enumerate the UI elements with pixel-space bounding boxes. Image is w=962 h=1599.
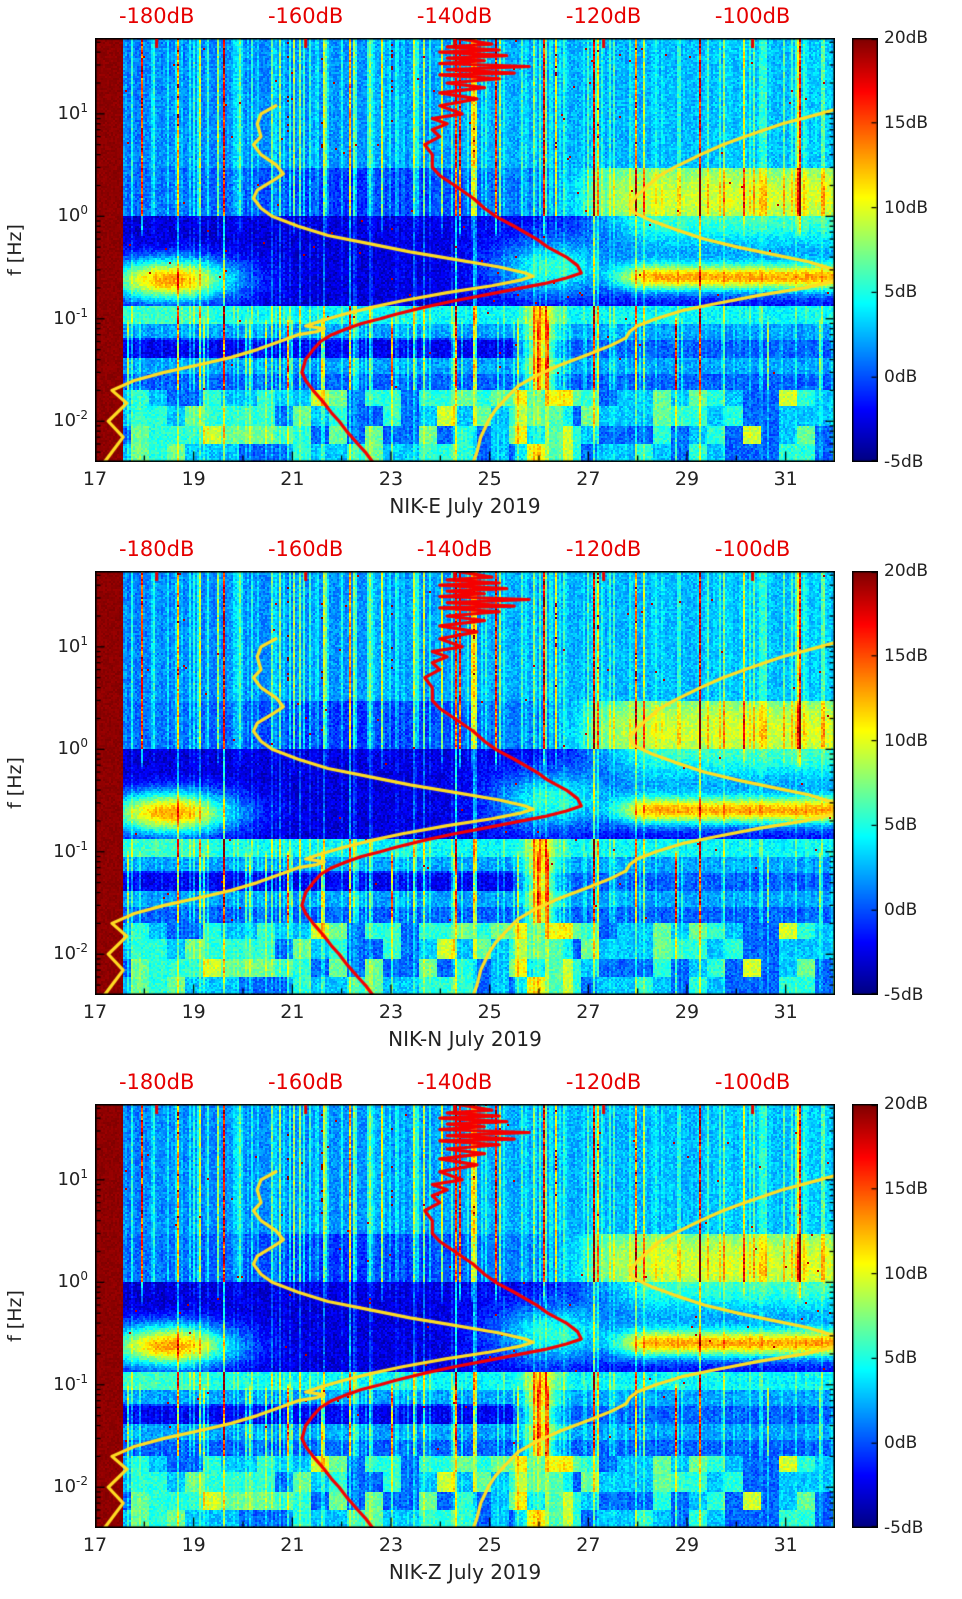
colorbar-canvas — [852, 571, 878, 995]
panel-title: NIK-N July 2019 — [388, 1027, 542, 1051]
x-axis-tick-label: 25 — [477, 468, 502, 490]
panel-title: NIK-E July 2019 — [389, 494, 541, 518]
db-axis-tick-label: -180dB — [118, 537, 195, 561]
x-axis-tick-label: 27 — [576, 1001, 601, 1023]
x-axis-tick-label: 29 — [674, 468, 700, 490]
y-tick-label: 10-2 — [53, 1474, 88, 1498]
colorbar-tick-label: 10dB — [884, 1263, 929, 1284]
x-axis-tick-label: 25 — [477, 1001, 502, 1023]
db-axis-tick-label: -100dB — [714, 1070, 791, 1094]
db-axis-tick-label: -140dB — [416, 537, 493, 561]
colorbar-tick-label: 10dB — [884, 197, 929, 218]
colorbar-tick-label: -5dB — [884, 452, 924, 472]
spectrogram-panel-nik-n: f [Hz] -180dB -160dB -140dB -120dB -100dB 20… — [0, 533, 962, 1066]
colorbar-tick-label: 5dB — [884, 282, 918, 303]
x-axis-tick-label: 31 — [773, 1534, 798, 1556]
x-axis-tick-label: 29 — [674, 1534, 700, 1556]
db-axis-tick-label: -160dB — [267, 537, 344, 561]
db-axis-tick-label: -140dB — [416, 1070, 493, 1094]
spectrogram-panel-nik-e: f [Hz] -180dB -160dB -140dB -120dB -100dB 20… — [0, 0, 962, 533]
colorbar-tick-label: -5dB — [884, 1518, 924, 1538]
x-axis-tick-label: 19 — [181, 1534, 206, 1556]
x-axis-tick-label: 17 — [82, 468, 108, 490]
x-axis-tick-label: 31 — [773, 468, 798, 490]
y-tick-label: 101 — [57, 1166, 88, 1190]
x-axis-tick-label: 27 — [576, 468, 601, 490]
y-tick-label: 10-1 — [53, 1371, 88, 1395]
db-axis-tick-label: -180dB — [118, 4, 195, 28]
db-axis-tick-label: -120dB — [565, 1070, 642, 1094]
spectrogram-panel-nik-z: f [Hz] -180dB -160dB -140dB -120dB -100dB 20… — [0, 1066, 962, 1599]
x-axis-tick-label: 21 — [280, 1001, 305, 1023]
y-tick-label: 101 — [57, 633, 88, 657]
db-axis-tick-label: -100dB — [714, 4, 791, 28]
y-tick-label: 100 — [57, 736, 88, 760]
y-tick-label: 100 — [57, 203, 88, 227]
x-axis-tick-label: 17 — [82, 1001, 108, 1023]
colorbar-tick-label: 10dB — [884, 730, 929, 751]
colorbar-tick-label: 5dB — [884, 1348, 918, 1369]
x-axis-tick-label: 25 — [477, 1534, 502, 1556]
db-axis-tick-label: -120dB — [565, 4, 642, 28]
colorbar-tick-label: 0dB — [884, 900, 918, 921]
x-axis-tick-label: 21 — [280, 468, 305, 490]
y-tick-label: 10-2 — [53, 408, 88, 432]
y-tick-label: 101 — [57, 100, 88, 124]
x-axis-tick-label: 21 — [280, 1534, 305, 1556]
overlay-canvas — [95, 38, 835, 462]
y-tick-label: 10-2 — [53, 941, 88, 965]
y-tick-label: 100 — [57, 1269, 88, 1293]
overlay-canvas — [95, 1104, 835, 1528]
x-axis-tick-label: 23 — [378, 1001, 404, 1023]
colorbar-tick-label: 15dB — [884, 645, 929, 666]
colorbar-canvas — [852, 1104, 878, 1528]
panel-title: NIK-Z July 2019 — [388, 1560, 542, 1584]
y-tick-label: 10-1 — [53, 305, 88, 329]
colorbar-canvas — [852, 38, 878, 462]
y-axis-label: f [Hz] — [4, 757, 26, 809]
colorbar-tick-label: 20dB — [884, 28, 929, 48]
colorbar-tick-label: 15dB — [884, 112, 929, 133]
x-axis-tick-label: 19 — [181, 468, 206, 490]
x-axis-tick-label: 23 — [378, 1534, 404, 1556]
db-axis-tick-label: -160dB — [267, 4, 344, 28]
colorbar-tick-label: 0dB — [884, 367, 918, 388]
colorbar-tick-label: -5dB — [884, 985, 924, 1005]
y-tick-label: 10-1 — [53, 838, 88, 862]
colorbar-tick-label: 5dB — [884, 815, 918, 836]
db-axis-tick-label: -120dB — [565, 537, 642, 561]
x-axis-tick-label: 31 — [773, 1001, 798, 1023]
colorbar-tick-label: 20dB — [884, 1094, 929, 1114]
y-axis-label: f [Hz] — [4, 224, 26, 276]
overlay-canvas — [95, 571, 835, 995]
colorbar-tick-label: 0dB — [884, 1433, 918, 1454]
x-axis-tick-label: 17 — [82, 1534, 108, 1556]
db-axis-tick-label: -100dB — [714, 537, 791, 561]
x-axis-tick-label: 23 — [378, 468, 404, 490]
db-axis-tick-label: -140dB — [416, 4, 493, 28]
colorbar-tick-label: 15dB — [884, 1178, 929, 1199]
x-axis-tick-label: 27 — [576, 1534, 601, 1556]
x-axis-tick-label: 29 — [674, 1001, 700, 1023]
colorbar-tick-label: 20dB — [884, 561, 929, 581]
x-axis-tick-label: 19 — [181, 1001, 206, 1023]
db-axis-tick-label: -160dB — [267, 1070, 344, 1094]
db-axis-tick-label: -180dB — [118, 1070, 195, 1094]
y-axis-label: f [Hz] — [4, 1290, 26, 1342]
